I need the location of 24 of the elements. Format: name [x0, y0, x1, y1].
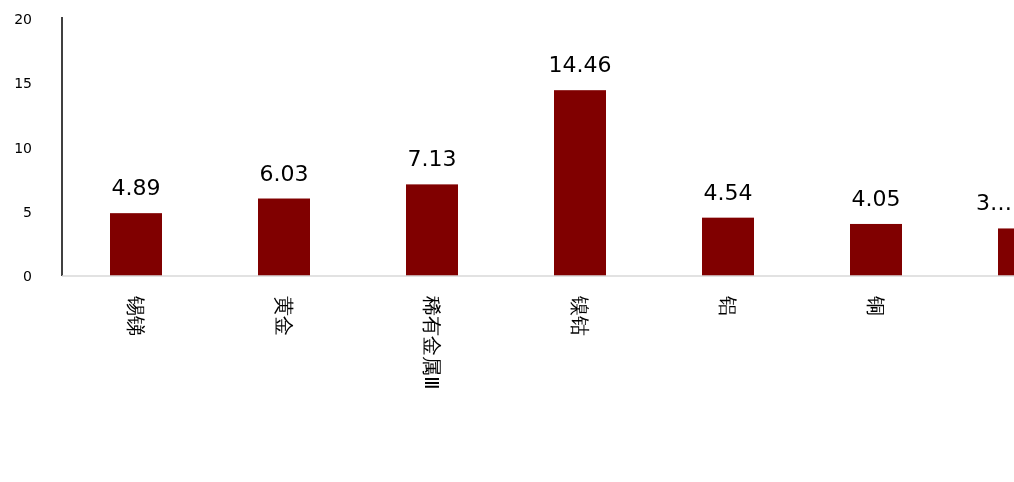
- y-tick-label: 0: [23, 268, 32, 284]
- x-tick-label: 黄金: [272, 296, 296, 336]
- bar: [702, 217, 754, 276]
- x-tick-label: 镍钴: [568, 295, 592, 336]
- bar: [554, 90, 606, 276]
- data-label: 4.89: [111, 175, 161, 201]
- x-tick-label: 锡锑: [124, 295, 148, 336]
- y-tick-label: 15: [14, 75, 32, 92]
- bar: [110, 213, 162, 276]
- bar: [258, 198, 310, 276]
- y-tick-label: 20: [14, 11, 32, 27]
- data-label: 3…: [976, 190, 1012, 216]
- x-tick-label: 铝: [716, 295, 740, 316]
- bar: [406, 184, 458, 276]
- data-label: 14.46: [548, 52, 612, 78]
- x-tick-label: 稀有金属Ⅲ: [420, 296, 444, 390]
- y-tick-label: 5: [23, 203, 32, 220]
- data-label: 7.13: [407, 146, 457, 172]
- data-label: 4.05: [851, 185, 901, 211]
- data-label: 4.54: [703, 179, 753, 205]
- data-label: 6.03: [259, 160, 309, 186]
- bar: [850, 223, 902, 276]
- y-tick-label: 10: [14, 139, 32, 156]
- x-tick-label: 铜: [864, 295, 888, 316]
